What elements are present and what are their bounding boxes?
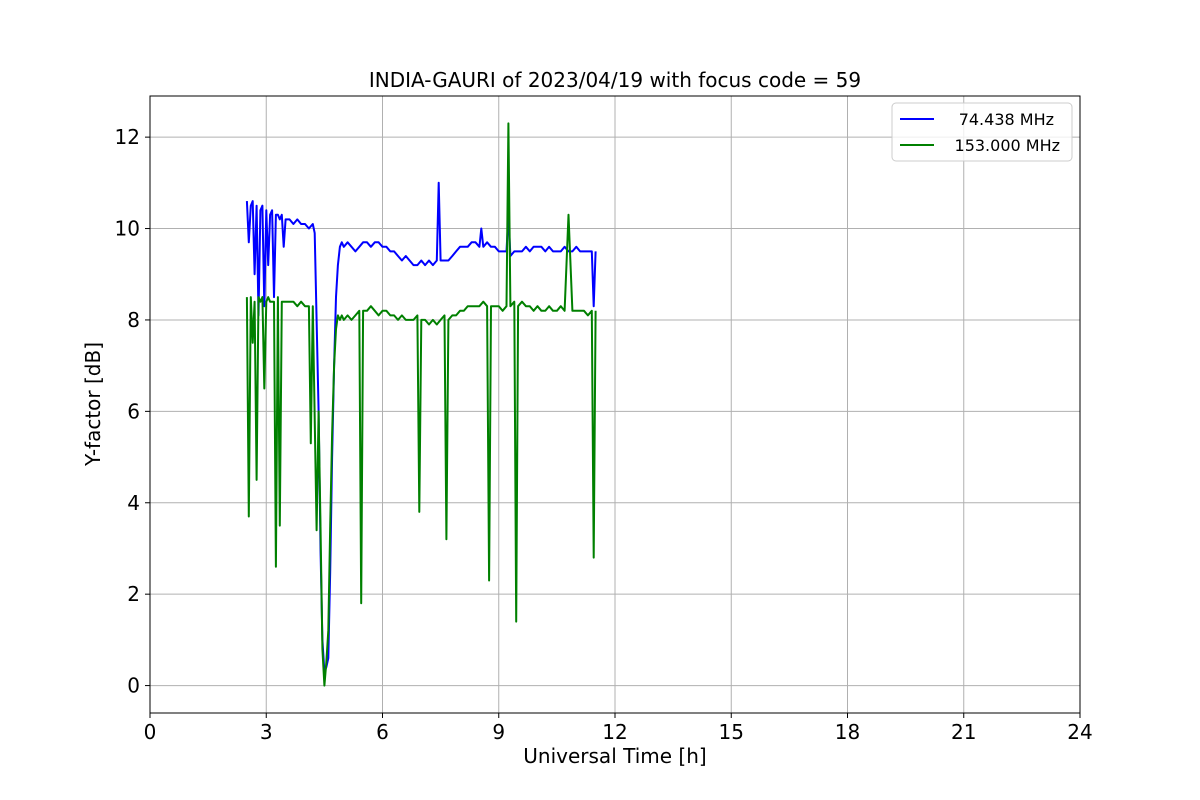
x-axis: 0 3 6 9 12 15 18 21 24 xyxy=(144,713,1093,744)
legend-box xyxy=(891,102,1073,162)
x-axis-label: Universal Time [h] xyxy=(523,744,706,768)
x-tick-label: 3 xyxy=(260,720,273,744)
x-tick-label: 12 xyxy=(602,720,627,744)
chart-title: INDIA-GAURI of 2023/04/19 with focus cod… xyxy=(369,68,861,92)
y-tick-label: 6 xyxy=(127,399,140,423)
series-line-0 xyxy=(245,181,597,673)
y-axis: 0 2 4 6 8 10 12 xyxy=(115,125,150,698)
legend: 74.438 MHz 153.000 MHz xyxy=(891,102,1073,162)
x-tick-label: 9 xyxy=(492,720,505,744)
x-tick-label: 6 xyxy=(376,720,389,744)
y-tick-label: 10 xyxy=(115,217,140,241)
x-tick-label: 24 xyxy=(1067,720,1092,744)
series-line-1 xyxy=(245,122,597,687)
x-tick-label: 15 xyxy=(719,720,744,744)
y-tick-label: 12 xyxy=(115,125,140,149)
y-tick-label: 4 xyxy=(127,491,140,515)
y-tick-label: 2 xyxy=(127,582,140,606)
legend-label-153mhz: 153.000 MHz xyxy=(955,136,1060,155)
x-tick-label: 21 xyxy=(951,720,976,744)
x-tick-label: 18 xyxy=(835,720,860,744)
y-tick-label: 8 xyxy=(127,308,140,332)
plot-series xyxy=(245,122,597,687)
y-tick-label: 0 xyxy=(127,674,140,698)
legend-label-74mhz: 74.438 MHz xyxy=(959,110,1054,129)
y-axis-label: Y-factor [dB] xyxy=(81,342,105,467)
x-tick-label: 0 xyxy=(144,720,157,744)
